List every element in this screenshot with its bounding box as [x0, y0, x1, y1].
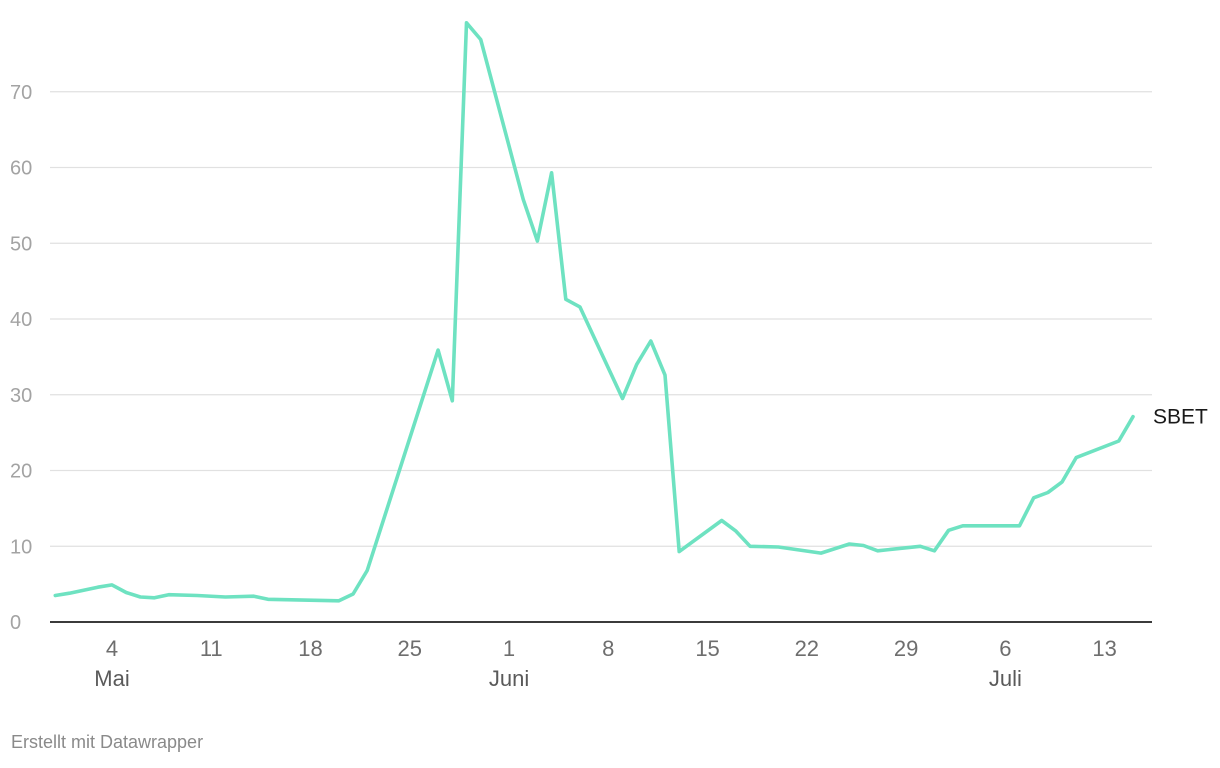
- x-month-label: Juni: [489, 666, 529, 691]
- x-tick-label: 13: [1092, 636, 1116, 661]
- x-tick-label: 22: [795, 636, 819, 661]
- series-layer: SBET: [53, 21, 1208, 603]
- x-tick-label: 29: [894, 636, 918, 661]
- series-label: SBET: [1153, 406, 1208, 429]
- x-tick-label: 25: [398, 636, 422, 661]
- y-tick-label: 60: [10, 158, 32, 180]
- x-month-label: Mai: [94, 666, 129, 691]
- x-tick-label: 15: [695, 636, 719, 661]
- x-tick-label: 1: [503, 636, 515, 661]
- x-tick-label: 18: [298, 636, 322, 661]
- y-tick-label: 50: [10, 233, 32, 255]
- x-tick-label: 6: [999, 636, 1011, 661]
- gridlines: [50, 91, 1152, 623]
- y-tick-label: 0: [10, 612, 21, 634]
- x-tick-label: 8: [602, 636, 614, 661]
- line-chart: 0 10 20 30 40 50 60 70 4 Mai 11 18 25 1 Juni 8 15 22 29 6 J…: [10, 21, 1208, 691]
- y-axis: 0 10 20 30 40 50 60 70: [10, 82, 32, 634]
- x-tick-label: 11: [200, 636, 223, 661]
- x-tick-label: 4: [106, 636, 118, 661]
- x-axis: 4 Mai 11 18 25 1 Juni 8 15 22 29 6 Juli 13: [94, 636, 1117, 691]
- y-tick-label: 10: [10, 536, 32, 558]
- y-tick-label: 70: [10, 82, 32, 104]
- credit-line: Erstellt mit Datawrapper: [11, 732, 204, 752]
- y-tick-label: 40: [10, 309, 32, 331]
- y-tick-label: 20: [10, 461, 32, 483]
- series-line: [53, 21, 1135, 603]
- x-month-label: Juli: [989, 666, 1022, 691]
- y-tick-label: 30: [10, 385, 32, 407]
